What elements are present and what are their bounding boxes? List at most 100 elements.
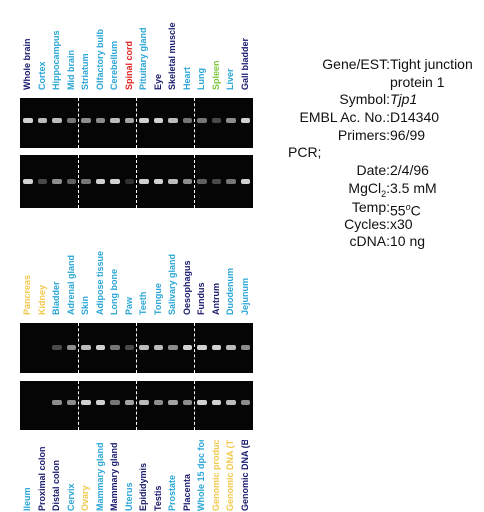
lane-divider bbox=[78, 155, 79, 208]
lane-label: Uterus bbox=[123, 482, 134, 511]
gel-band bbox=[168, 345, 178, 350]
gel-band bbox=[182, 345, 192, 350]
lane-label: Whole brain bbox=[22, 38, 32, 91]
gel-band bbox=[66, 345, 76, 350]
mgcl-label: MgCl2: bbox=[348, 179, 390, 204]
gel-band bbox=[95, 118, 105, 123]
lane-label: Oesophagus bbox=[181, 260, 192, 315]
gel-band bbox=[95, 400, 105, 405]
date-label: Date: bbox=[356, 162, 390, 178]
experiment-info: Gene/EST: Tight junction protein 1 Symbo… bbox=[275, 55, 484, 249]
embl-value: D14340 bbox=[390, 109, 440, 125]
lane-label: Adipose tissue bbox=[94, 250, 105, 315]
lane-label: Kidney bbox=[36, 284, 47, 315]
gel-band bbox=[182, 118, 192, 123]
lane-label: Antrum bbox=[210, 283, 221, 315]
gel-band bbox=[197, 118, 207, 123]
gel-band bbox=[139, 400, 149, 405]
gel-band bbox=[66, 118, 76, 123]
gel-band bbox=[52, 345, 62, 350]
temp-value: 55oC bbox=[390, 198, 421, 221]
gel-band bbox=[52, 118, 62, 123]
primers-value: 96/99 bbox=[390, 127, 426, 143]
lane-label: Placenta bbox=[181, 473, 192, 511]
gel-band bbox=[23, 179, 33, 184]
gene-est-label: Gene/EST: bbox=[322, 56, 390, 72]
primers-label: Primers: bbox=[337, 127, 390, 143]
mgcl-value: 3.5 mM bbox=[390, 180, 437, 196]
gel-band bbox=[66, 179, 76, 184]
lane-divider bbox=[136, 98, 137, 148]
lane-label: Lung bbox=[196, 68, 206, 90]
cycles-value: x30 bbox=[390, 216, 413, 232]
gel-band bbox=[81, 179, 91, 184]
gel-band bbox=[153, 345, 163, 350]
gel-band bbox=[81, 118, 91, 123]
gel-band bbox=[139, 118, 149, 123]
date-value: 2/4/96 bbox=[390, 162, 429, 178]
lane-label: Eye bbox=[152, 73, 163, 90]
lane-label: Jejunum bbox=[239, 277, 250, 315]
lane-label: Ovary bbox=[80, 485, 90, 511]
lane-label: Adrenal gland bbox=[65, 254, 76, 315]
lane-label: Testis bbox=[152, 485, 163, 511]
symbol-value: Tjp1 bbox=[390, 91, 418, 107]
gel-band bbox=[124, 179, 134, 184]
gel-band bbox=[182, 179, 192, 184]
embl-label: EMBL Ac. No.: bbox=[299, 109, 390, 125]
gel-band bbox=[240, 345, 250, 350]
lane-divider bbox=[136, 323, 137, 373]
lane-label: Salivary gland bbox=[167, 253, 177, 315]
lane-label: Gall bladder bbox=[239, 37, 250, 90]
lane-label: Spinal cord bbox=[123, 40, 134, 90]
gel-band bbox=[124, 400, 134, 405]
cdna-label: cDNA: bbox=[349, 233, 390, 249]
gel-band bbox=[95, 345, 105, 350]
gel-band bbox=[23, 118, 33, 123]
temp-value-number: 55 bbox=[390, 202, 406, 219]
gel-band bbox=[37, 118, 47, 123]
lane-divider bbox=[194, 155, 195, 208]
lane-divider bbox=[136, 155, 137, 208]
lane-label: Genomic product bbox=[210, 436, 221, 511]
gel-band bbox=[153, 118, 163, 123]
cycles-label: Cycles: bbox=[344, 216, 390, 232]
gel-band bbox=[197, 345, 207, 350]
lane-label: Skin bbox=[80, 295, 90, 315]
gel-band bbox=[197, 400, 207, 405]
gel-band bbox=[110, 400, 120, 405]
mgcl-label-colon: : bbox=[386, 180, 390, 196]
lane-label: Olfactory bulb bbox=[94, 28, 105, 90]
gel-band bbox=[124, 118, 134, 123]
gel-band bbox=[168, 400, 178, 405]
gel-image-bottom bbox=[20, 155, 253, 208]
lane-label: Pancreas bbox=[22, 274, 32, 315]
lane-label: Mid brain bbox=[65, 50, 76, 90]
lane-divider bbox=[136, 381, 137, 430]
lane-label: Bladder bbox=[51, 281, 61, 315]
pcr-label: PCR; bbox=[288, 144, 322, 160]
mgcl-label-subscript: 2 bbox=[381, 188, 387, 199]
gel-band bbox=[81, 345, 91, 350]
lane-label: Mammary gland preg. bbox=[109, 417, 119, 511]
lane-label: Skeletal muscle bbox=[167, 22, 177, 90]
lane-label: Paw bbox=[123, 296, 134, 315]
gel-band bbox=[240, 118, 250, 123]
gel-band bbox=[211, 118, 221, 123]
lane-divider bbox=[78, 323, 79, 373]
gel-band bbox=[182, 400, 192, 405]
gel-band bbox=[81, 400, 91, 405]
gel-band bbox=[211, 400, 221, 405]
gene-est-value: Tight junction bbox=[390, 56, 473, 72]
mgcl-label-main: MgCl bbox=[348, 180, 382, 196]
gel-band bbox=[240, 179, 250, 184]
gel-band bbox=[153, 400, 163, 405]
lane-label: Whole 15 dpc foetus bbox=[196, 423, 206, 511]
lane-divider bbox=[78, 98, 79, 148]
gel-band bbox=[124, 345, 134, 350]
lane-label: Spleen bbox=[210, 60, 221, 90]
gel-band bbox=[110, 179, 120, 184]
gel-band bbox=[240, 400, 250, 405]
lane-label: Fundus bbox=[196, 282, 206, 316]
temp-degree-symbol: o bbox=[405, 202, 411, 212]
